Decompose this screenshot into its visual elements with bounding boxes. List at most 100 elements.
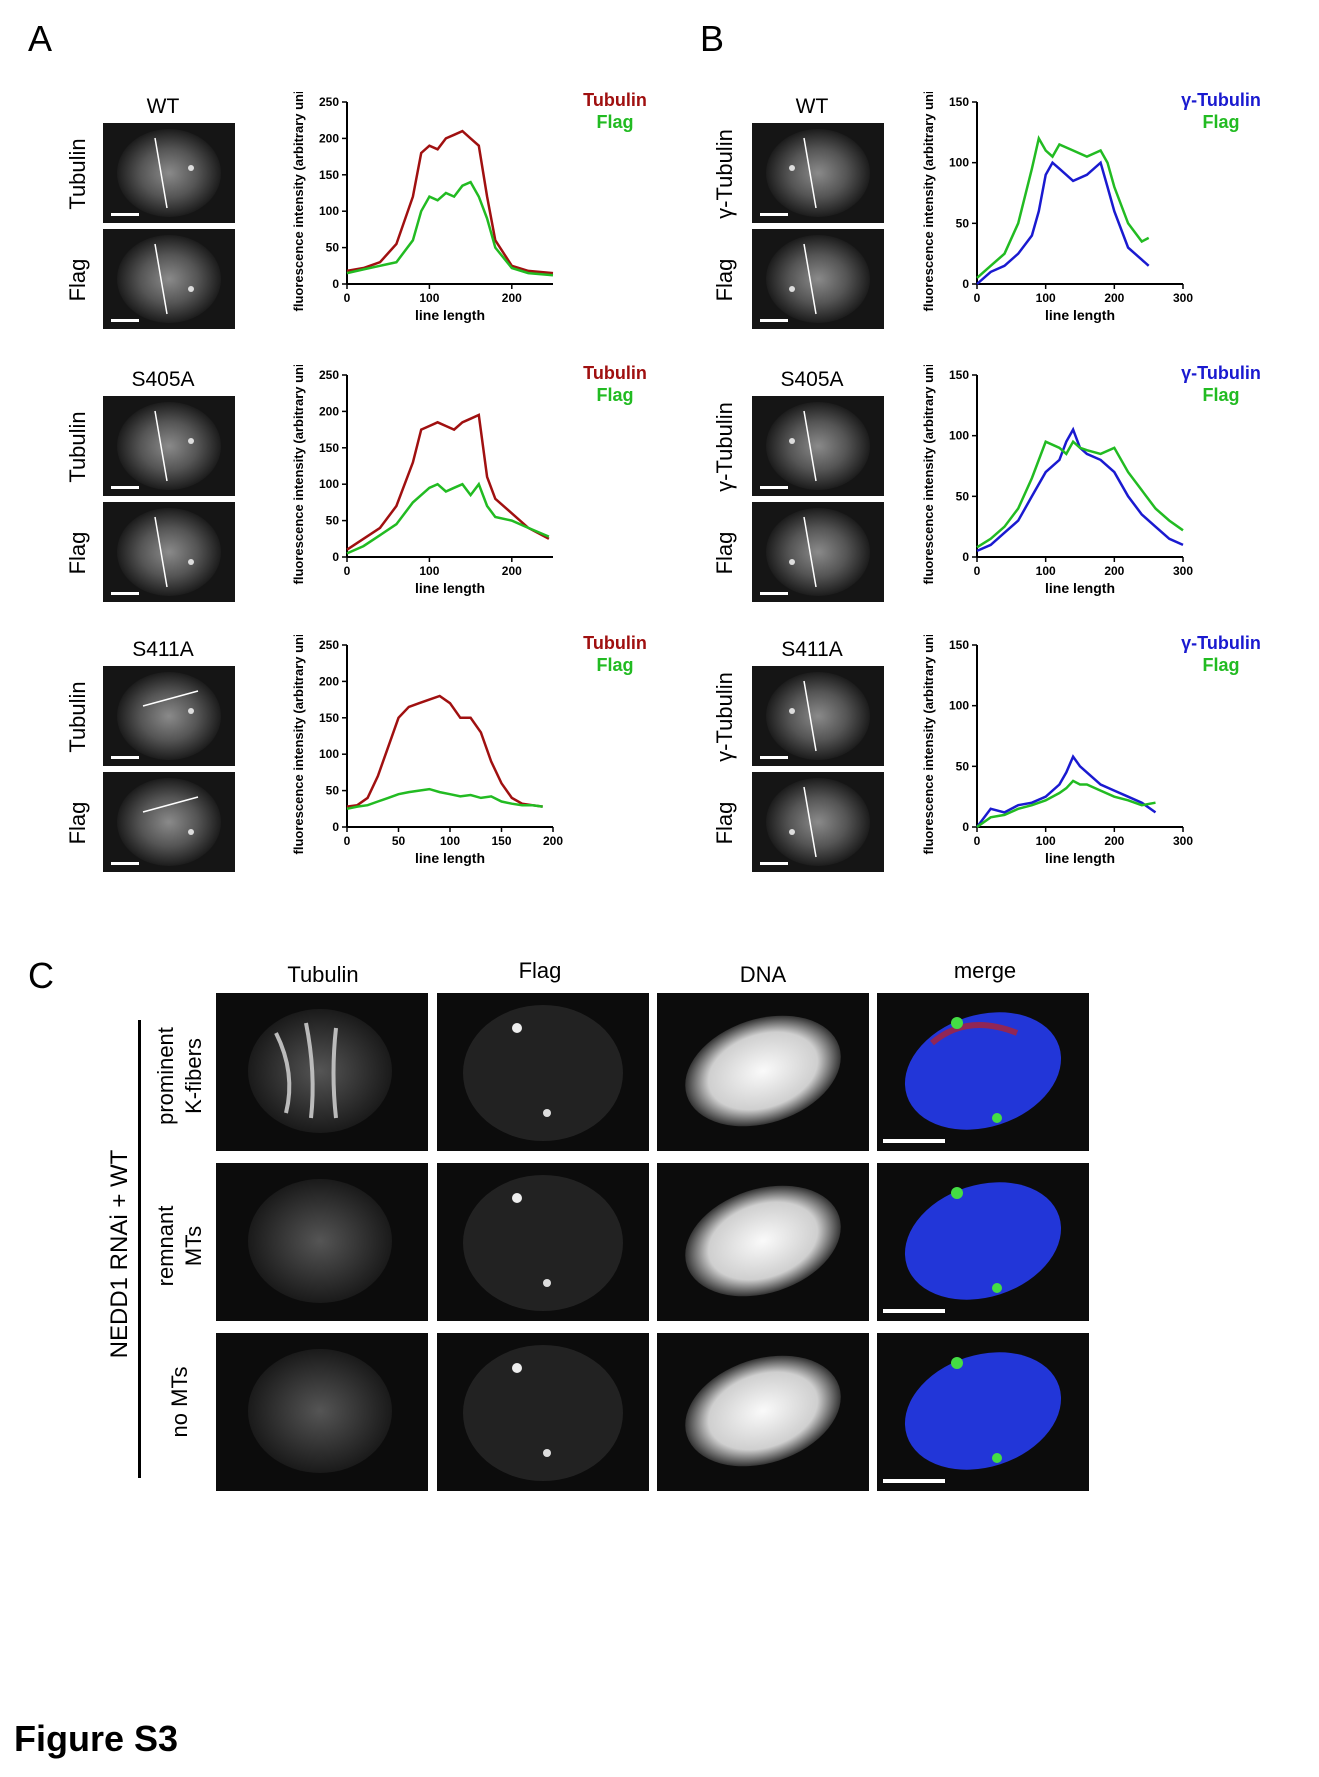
y-tick-label: 150 [319,441,339,455]
x-tick-label: 0 [974,564,981,578]
panel-c-row2-merge-image [877,1333,1089,1491]
x-tick-label: 200 [502,564,522,578]
panel-a-row1-bottom-label: Flag [65,531,90,575]
x-axis-label: line length [1045,580,1115,596]
panel-a-row0-bottom-image [103,229,235,329]
y-tick-label: 200 [319,674,339,688]
legend-entry: Tubulin [583,365,647,383]
panel-b-row0-bottom-label: Flag [712,258,737,302]
y-tick-label: 200 [319,131,339,145]
panel-b-row2-top-image [752,666,884,766]
legend-entry: γ-Tubulin [1181,92,1261,110]
y-axis-label: fluorescence intensity (arbitrary units) [921,92,936,311]
x-tick-label: 200 [502,291,522,305]
panel-a-row0-condition: WT [146,95,180,118]
x-axis-label: line length [415,307,485,323]
panel-c-row1-dna-image [657,1163,869,1321]
panel-c-row1-merge-image [877,1163,1089,1321]
x-tick-label: 100 [419,291,439,305]
chart-a-s405a: 0 50 100 150 200 250 0 100 200 line length fluores… [285,348,665,620]
panel-c-row0-tubulin-image [216,993,428,1151]
panel-a-row2-condition: S411A [132,638,194,661]
y-tick-label: 250 [319,638,339,652]
chart-b-s405a: 0 50 100 150 0 100 200 300 line length fluorescen… [915,348,1295,620]
x-tick-label: 200 [1104,834,1124,848]
y-tick-label: 100 [949,429,969,443]
panel-a-row1-condition: S405A [131,368,195,391]
series-line-flag [346,787,543,811]
panel-a-row2-top-image [103,666,235,766]
legend-entry: Flag [1202,112,1239,132]
series-line-primary [346,694,543,808]
panel-label-c: C [28,955,54,996]
y-tick-label: 100 [319,204,339,218]
y-tick-label: 0 [332,550,339,564]
panel-b-row1-bottom-image [752,502,884,602]
column-title-tubulin: Tubulin [287,962,359,987]
legend-entry: Flag [1202,655,1239,675]
y-tick-label: 50 [326,514,340,528]
panel-label-b: B [700,18,725,59]
chart-a-s411a: 0 50 100 150 200 250 0 50 100 150 200 line length fl… [285,618,665,890]
x-tick-label: 50 [392,834,406,848]
panel-c-row2-flag-image [437,1333,649,1491]
panel-a-row1-top-label: Tubulin [65,411,90,483]
panel-label-a: A [28,18,53,59]
column-title-flag: Flag [518,958,562,983]
series-line-primary [976,754,1157,828]
y-tick-label: 50 [326,784,340,798]
x-tick-label: 100 [440,834,460,848]
series-line-primary [346,129,554,275]
series-line-flag [976,439,1184,549]
panel-b-row1-condition: S405A [780,368,844,391]
x-tick-label: 100 [419,564,439,578]
panel-b-row0-bottom-image [752,229,884,329]
column-title-dna: DNA [739,962,787,987]
y-tick-label: 150 [319,168,339,182]
x-axis-label: line length [415,580,485,596]
x-tick-label: 100 [1036,291,1056,305]
y-tick-label: 50 [956,489,970,503]
y-tick-label: 0 [332,277,339,291]
panel-a-row0-top-label: Tubulin [65,138,90,210]
legend-entry: γ-Tubulin [1181,365,1261,383]
x-tick-label: 300 [1173,564,1193,578]
panel-c-row0-label: prominent K-fibers [152,1016,208,1136]
panel-b-row2-bottom-label: Flag [712,801,737,845]
x-tick-label: 100 [1036,834,1056,848]
y-axis-label: fluorescence intensity (arbitrary units) [921,635,936,854]
y-axis-label: fluorescence intensity (arbitrary units) [291,92,306,311]
panel-c-row1-label: remnant MTs [152,1186,208,1306]
series-line-primary [976,160,1150,285]
x-axis-label: line length [1045,307,1115,323]
y-tick-label: 0 [962,820,969,834]
y-tick-label: 150 [319,711,339,725]
panel-c-row1-tubulin-image [216,1163,428,1321]
x-tick-label: 0 [974,291,981,305]
legend-entry: Flag [596,385,633,405]
panel-a-row1-bottom-image [103,502,235,602]
y-tick-label: 50 [956,216,970,230]
row-label-line2: MTs [181,1225,206,1267]
panel-c-row1-flag-image [437,1163,649,1321]
legend-entry: Flag [596,112,633,132]
series-line-flag [976,779,1156,829]
panel-a-row1-top-image [103,396,235,496]
panel-b-row0-top-image [752,123,884,223]
x-tick-label: 300 [1173,291,1193,305]
figure-title: Figure S3 [14,1718,179,1759]
panel-a-row0-top-image [103,123,235,223]
y-tick-label: 200 [319,404,339,418]
x-tick-label: 200 [1104,291,1124,305]
y-tick-label: 100 [319,747,339,761]
panel-c-row0-merge-image [877,993,1089,1151]
panel-b-row1-bottom-label: Flag [712,531,737,575]
panel-a-row0-bottom-label: Flag [65,258,90,302]
row-label-line1: no MTs [167,1366,192,1438]
x-axis-label: line length [415,850,485,866]
series-line-flag [346,180,554,277]
legend-entry: Tubulin [583,635,647,653]
panel-a-row2-bottom-image [103,772,235,872]
y-tick-label: 100 [949,156,969,170]
legend-entry: γ-Tubulin [1181,635,1261,653]
